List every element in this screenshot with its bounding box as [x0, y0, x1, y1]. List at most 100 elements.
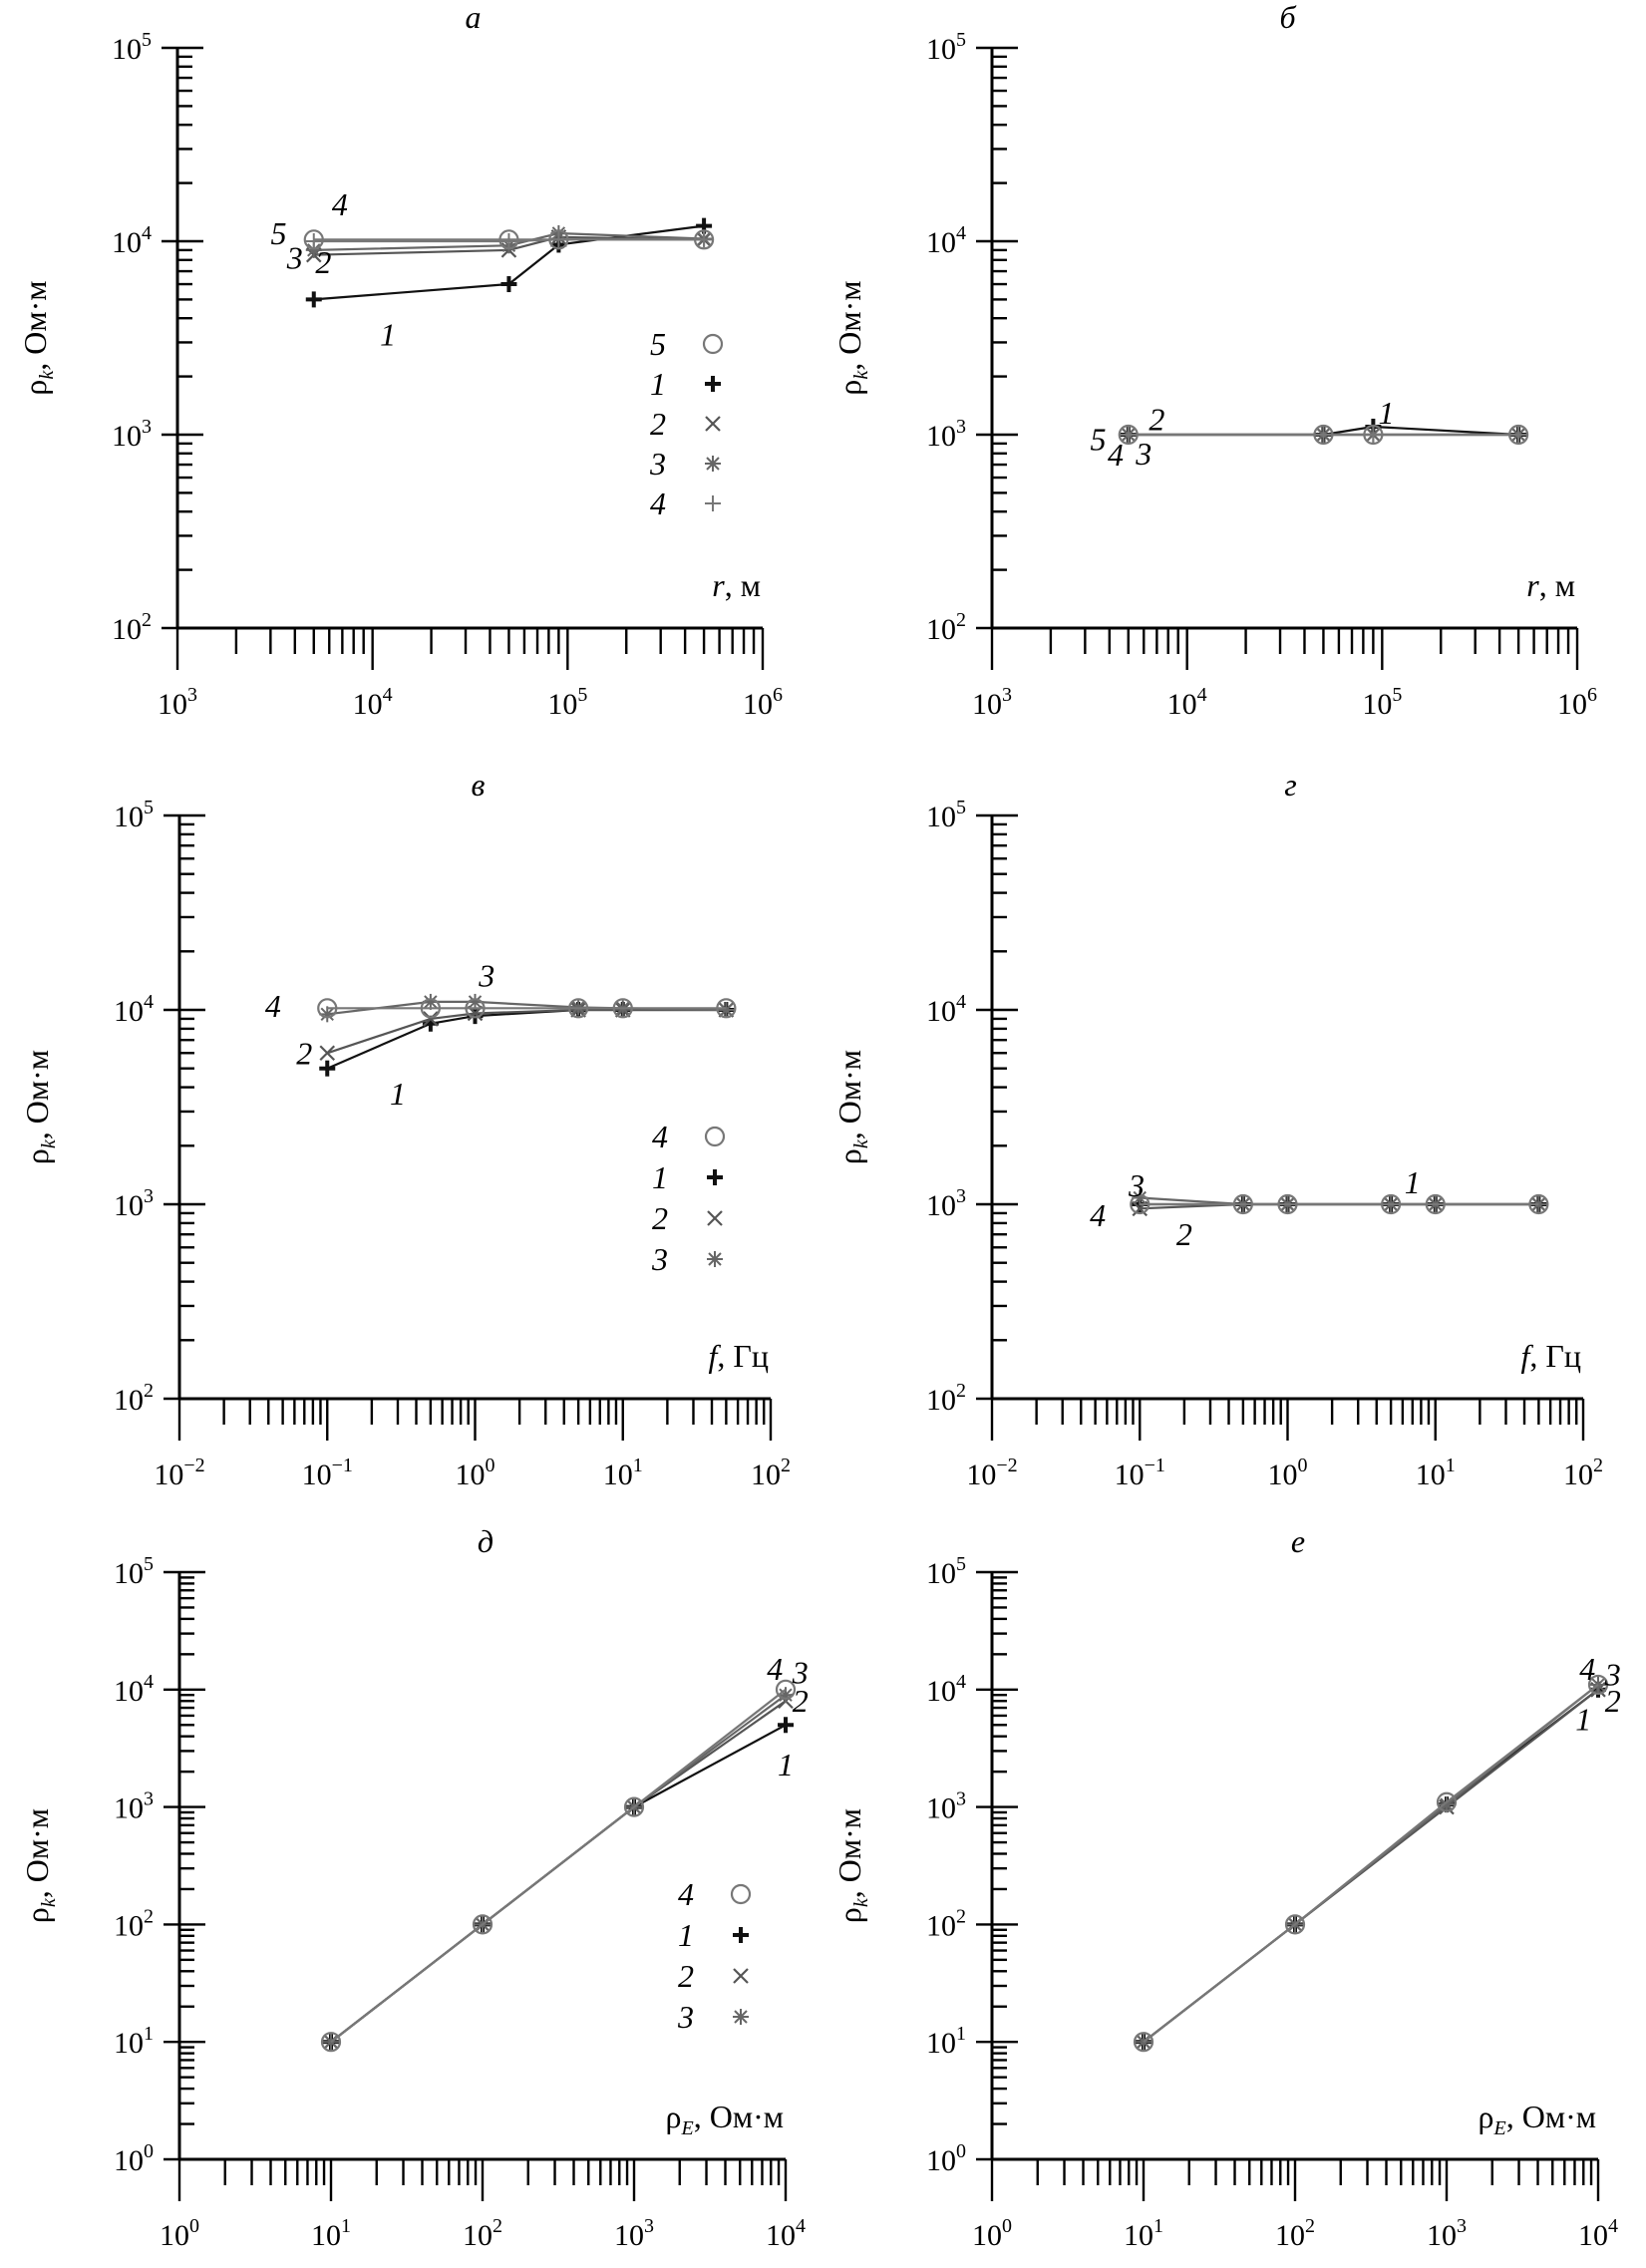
y-tick-label: 105: [926, 797, 966, 833]
y-tick-label: 105: [926, 29, 966, 66]
chart-panel-3: 102 103 104 105 10−2 10−1 100 101 102 г ρk, Ом·м f,…: [831, 767, 1603, 1491]
series-2-line: [326, 1008, 727, 1055]
curve-number-label: 4: [332, 186, 348, 222]
x-tick-label: 103: [158, 684, 197, 721]
curve-number-label: 3: [1128, 1167, 1145, 1203]
y-tick-label: 102: [926, 1905, 966, 1942]
y-tick-label: 103: [926, 1185, 966, 1222]
y-tick-label: 104: [926, 1671, 966, 1708]
curve-number-label: 5: [270, 215, 286, 251]
x-tick-label: 106: [743, 684, 783, 721]
series-1-point: [319, 1060, 336, 1077]
y-tick-label: 100: [114, 2140, 154, 2177]
y-tick-label: 104: [926, 222, 966, 259]
series-4-point: [1528, 1193, 1549, 1215]
legend-marker: [702, 333, 724, 355]
series-5-point: [498, 229, 519, 250]
curve-number-label: 2: [296, 1035, 312, 1071]
legend-label: 1: [678, 1917, 694, 1953]
y-tick-label: 105: [112, 29, 152, 66]
legend-marker: [733, 1968, 749, 1984]
legend-label: 3: [651, 1241, 668, 1277]
legend-marker: [705, 416, 721, 432]
legend-label: 1: [650, 366, 666, 402]
y-tick-label: 104: [112, 222, 152, 259]
x-tick-label: 104: [1578, 2215, 1618, 2252]
x-tick-label: 102: [1563, 1455, 1603, 1491]
y-tick-label: 105: [926, 1553, 966, 1590]
series-5-point: [1363, 424, 1384, 446]
x-tick-label: 105: [1362, 684, 1402, 721]
y-axis-title: ρk, Ом·м: [19, 1050, 60, 1164]
series-2-line: [330, 1700, 787, 2044]
x-tick-label: 101: [1124, 2215, 1163, 2252]
x-tick-label: 100: [1268, 1455, 1308, 1491]
x-tick-label: 101: [1416, 1455, 1456, 1491]
y-tick-label: 101: [114, 2023, 154, 2060]
curve-number-label: 1: [1575, 1701, 1591, 1737]
y-tick-label: 105: [114, 1553, 154, 1590]
curve-number-label: 1: [778, 1747, 794, 1782]
curve-number-label: 4: [767, 1651, 783, 1687]
series-5-point: [693, 229, 715, 250]
series-4-point: [1284, 1914, 1306, 1935]
panel-label: а: [466, 0, 482, 35]
curve-number-label: 3: [1604, 1656, 1621, 1692]
series-3-point: [1439, 1796, 1455, 1813]
panel-label: б: [1279, 0, 1296, 35]
curve-number-label: 4: [1108, 437, 1124, 473]
x-tick-label: 10−2: [154, 1455, 204, 1491]
legend-label: 3: [677, 1999, 694, 2035]
y-tick-label: 102: [926, 609, 966, 646]
curve-number-label: 2: [1149, 402, 1164, 438]
y-tick-label: 104: [114, 1671, 154, 1708]
x-tick-label: 102: [463, 2215, 502, 2252]
y-tick-label: 102: [112, 609, 152, 646]
y-tick-label: 100: [926, 2140, 966, 2177]
chart-panel-5: 100 101 102 103 104 105 100 101 102 103 104 е ρk, Ом…: [831, 1523, 1621, 2252]
legend-label: 4: [650, 486, 666, 521]
series-4-point: [1232, 1193, 1253, 1215]
x-tick-label: 104: [766, 2215, 806, 2252]
x-tick-label: 100: [456, 1455, 495, 1491]
x-tick-label: 100: [160, 2215, 199, 2252]
legend-label: 2: [652, 1200, 668, 1236]
series-2-point: [319, 1045, 336, 1062]
series-5-point: [1118, 424, 1139, 446]
x-tick-label: 100: [972, 2215, 1012, 2252]
x-tick-label: 106: [1557, 684, 1597, 721]
series-1-point: [778, 1717, 794, 1734]
series-5-point: [303, 229, 324, 250]
series-4-line: [1143, 1684, 1599, 2044]
series-4-point: [305, 233, 322, 249]
legend-label: 4: [652, 1119, 668, 1154]
legend-marker: [705, 376, 721, 392]
legend-marker: [733, 1927, 749, 1943]
series-5-point: [548, 229, 569, 250]
panel-label: в: [472, 767, 486, 803]
y-tick-label: 102: [926, 1380, 966, 1417]
curve-number-label: 2: [1176, 1216, 1192, 1252]
x-tick-label: 102: [1275, 2215, 1315, 2252]
y-axis-title: ρk, Ом·м: [831, 1050, 872, 1164]
curve-number-label: 1: [380, 316, 396, 352]
y-tick-label: 103: [112, 416, 152, 453]
series-4-point: [1277, 1193, 1298, 1215]
series-4-point: [716, 998, 737, 1019]
x-axis-title: f, Гц: [708, 1338, 769, 1374]
series-4-point: [1425, 1193, 1446, 1215]
series-4-point: [420, 998, 441, 1019]
series-4-point: [612, 998, 633, 1019]
chart-panel-1: 102 103 104 105 103 104 105 106 б ρk, Ом·м r, м 1 2 5…: [831, 0, 1597, 721]
x-tick-label: 103: [614, 2215, 654, 2252]
legend-label: 2: [678, 1958, 694, 1994]
series-4-line: [330, 1688, 787, 2044]
x-tick-label: 104: [353, 684, 393, 721]
curve-number-label: 5: [1090, 421, 1106, 457]
series-1-line: [330, 1724, 787, 2044]
series-1-point: [305, 291, 322, 308]
curve-number-label: 3: [792, 1655, 809, 1691]
y-axis-title: ρk, Ом·м: [831, 1808, 872, 1923]
curve-number-label: 3: [286, 240, 303, 276]
